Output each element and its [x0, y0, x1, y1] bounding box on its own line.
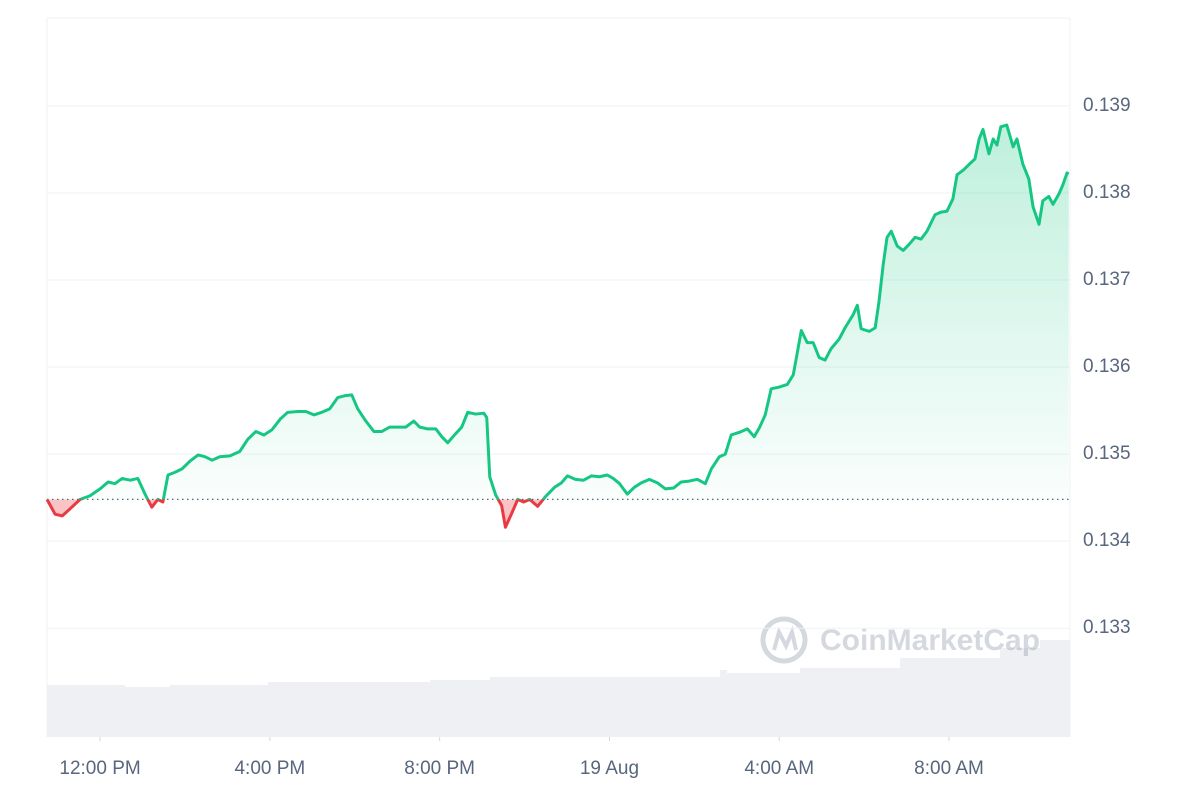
- watermark-logo: [760, 616, 808, 664]
- y-tick-label: 0.133: [1083, 617, 1131, 638]
- x-tick-label: 8:00 AM: [914, 758, 984, 779]
- watermark-text: CoinMarketCap: [820, 624, 1040, 657]
- y-tick-label: 0.136: [1083, 356, 1131, 377]
- area: [47, 125, 1069, 528]
- x-tick-label: 12:00 PM: [59, 758, 140, 779]
- y-tick-label: 0.135: [1083, 443, 1131, 464]
- y-tick-label: 0.137: [1083, 269, 1131, 290]
- y-tick-label: 0.139: [1083, 95, 1131, 116]
- x-tick-label: 19 Aug: [580, 758, 639, 779]
- plot: 0.133 0.134 0.135 0.136 0.137 0.138 0.139 12:00…: [45, 95, 1131, 779]
- watermark-logo: [772, 625, 798, 651]
- volume-area: [47, 640, 1070, 737]
- price-line: [45, 123, 1070, 529]
- y-tick-label: 0.138: [1083, 182, 1131, 203]
- watermark: CoinMarketCap: [760, 616, 1040, 664]
- y-tick-label: 0.134: [1083, 530, 1131, 551]
- x-tick-label: 4:00 AM: [744, 758, 814, 779]
- x-tick-label: 8:00 PM: [404, 758, 475, 779]
- x-tick-label: 4:00 PM: [234, 758, 305, 779]
